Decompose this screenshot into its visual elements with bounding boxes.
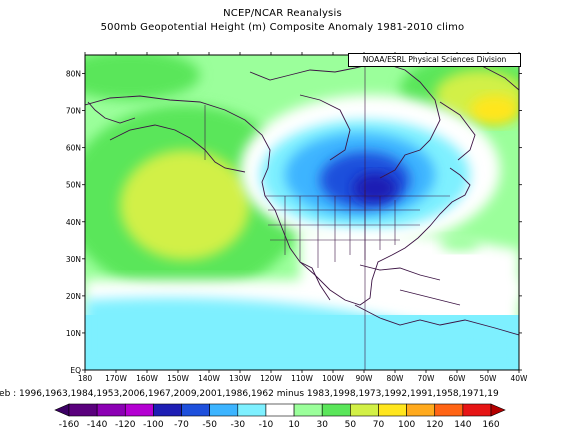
lat-tick: 70N (66, 107, 522, 116)
lon-tick: 160W (136, 52, 158, 383)
lon-tick-label: 110W (291, 374, 313, 383)
colorbar-label: 30 (316, 420, 328, 430)
colorbar-label: -100 (143, 420, 164, 430)
lat-tick: 60N (66, 144, 522, 153)
lon-tick-label: 120W (260, 374, 282, 383)
lon-tick-label: 180 (78, 374, 93, 383)
lat-tick-label: 10N (66, 329, 81, 338)
latitude-axis: 80N 70N 60N 50N 40N 30N 20N 10N EQ (66, 70, 522, 375)
lon-tick-label: 60W (449, 374, 467, 383)
colorbar: -160 -140 -120 -100 -70 -50 -30 -10 10 30 50 70 100 1… (54, 403, 506, 430)
lat-tick-label: 60N (66, 144, 81, 153)
colorbar-label: -10 (259, 420, 274, 430)
lon-tick: 110W (291, 52, 313, 383)
lat-tick-label: 30N (66, 255, 81, 264)
colorbar-label: -70 (174, 420, 189, 430)
colorbar-swatch (68, 403, 98, 417)
longitude-axis: 180 170W 160W 150W 140W 130W 120W 110W 100W 90W 80… (78, 52, 528, 383)
lon-tick-label: 150W (167, 374, 189, 383)
colorbar-label: 120 (426, 420, 443, 430)
colorbar-swatch (378, 403, 407, 417)
colorbar-min-arrow (54, 403, 70, 417)
colorbar-label: -160 (59, 420, 80, 430)
colorbar-swatch (406, 403, 436, 417)
colorbar-label: 70 (373, 420, 385, 430)
lat-tick-label: EQ (70, 366, 81, 375)
lon-tick-label: 90W (356, 374, 374, 383)
colorbar-swatch (96, 403, 126, 417)
lon-tick-label: 50W (480, 374, 498, 383)
lon-tick: 140W (198, 52, 220, 383)
colorbar-swatch (434, 403, 464, 417)
colorbar-swatch (350, 403, 379, 417)
political-boundaries (204, 55, 450, 370)
colorbar-max-arrow (490, 403, 506, 417)
lat-tick-label: 70N (66, 107, 81, 116)
anomaly-field (85, 55, 519, 370)
lat-tick: 20N (66, 292, 522, 301)
colorbar-label: 160 (482, 420, 499, 430)
lat-tick: 10N (66, 329, 522, 338)
colorbar-swatch (321, 403, 351, 417)
colorbar-label: -50 (202, 420, 217, 430)
lon-tick-label: 100W (322, 374, 344, 383)
lon-tick-label: 80W (387, 374, 405, 383)
lon-tick-label: 130W (229, 374, 251, 383)
map-subtitle: 500mb Geopotential Height (m) Composite … (100, 22, 465, 33)
lat-tick-label: 20N (66, 292, 81, 301)
lon-tick-label: 70W (418, 374, 436, 383)
lon-tick-label: 140W (198, 374, 220, 383)
lon-tick-label: 170W (105, 374, 127, 383)
colorbar-label: -30 (230, 420, 245, 430)
colorbar-swatch (153, 403, 182, 417)
lon-tick: 150W (167, 52, 189, 383)
credit-label: NOAA/ESRL Physical Sciences Division (348, 53, 521, 67)
colorbar-swatch (293, 403, 323, 417)
colorbar-label: 10 (288, 420, 300, 430)
colorbar-swatch (237, 403, 267, 417)
lon-tick: 130W (229, 52, 251, 383)
colorbar-swatch (265, 403, 295, 417)
colorbar-label: 50 (345, 420, 357, 430)
lat-tick: 80N (66, 70, 522, 79)
lat-tick: 50N (66, 181, 522, 190)
colorbar-label: -120 (115, 420, 136, 430)
lon-tick: 180 (78, 52, 93, 383)
colorbar-label: 140 (454, 420, 471, 430)
colorbar-label: -140 (87, 420, 108, 430)
colorbar-swatch (462, 403, 492, 417)
lat-tick-label: 50N (66, 181, 81, 190)
colorbar-swatch (209, 403, 239, 417)
composite-years-text: o Feb : 1996,1963,1984,1953,2006,1967,20… (0, 389, 499, 399)
lon-tick: 120W (260, 52, 282, 383)
map-title: NCEP/NCAR Reanalysis (223, 8, 342, 19)
lat-tick: 40N (66, 218, 522, 227)
lon-tick-label: 40W (511, 374, 529, 383)
lat-tick-label: 40N (66, 218, 81, 227)
colorbar-swatch (124, 403, 154, 417)
lat-tick: EQ (70, 366, 522, 375)
colorbar-swatch (181, 403, 210, 417)
lon-tick: 100W (322, 52, 344, 383)
lat-tick: 30N (66, 255, 522, 264)
lon-tick: 170W (105, 52, 127, 383)
lon-tick-label: 160W (136, 374, 158, 383)
colorbar-label: 100 (398, 420, 415, 430)
lat-tick-label: 80N (66, 70, 81, 79)
composite-years-line: o Feb : 1996,1963,1984,1953,2006,1967,20… (0, 389, 565, 399)
